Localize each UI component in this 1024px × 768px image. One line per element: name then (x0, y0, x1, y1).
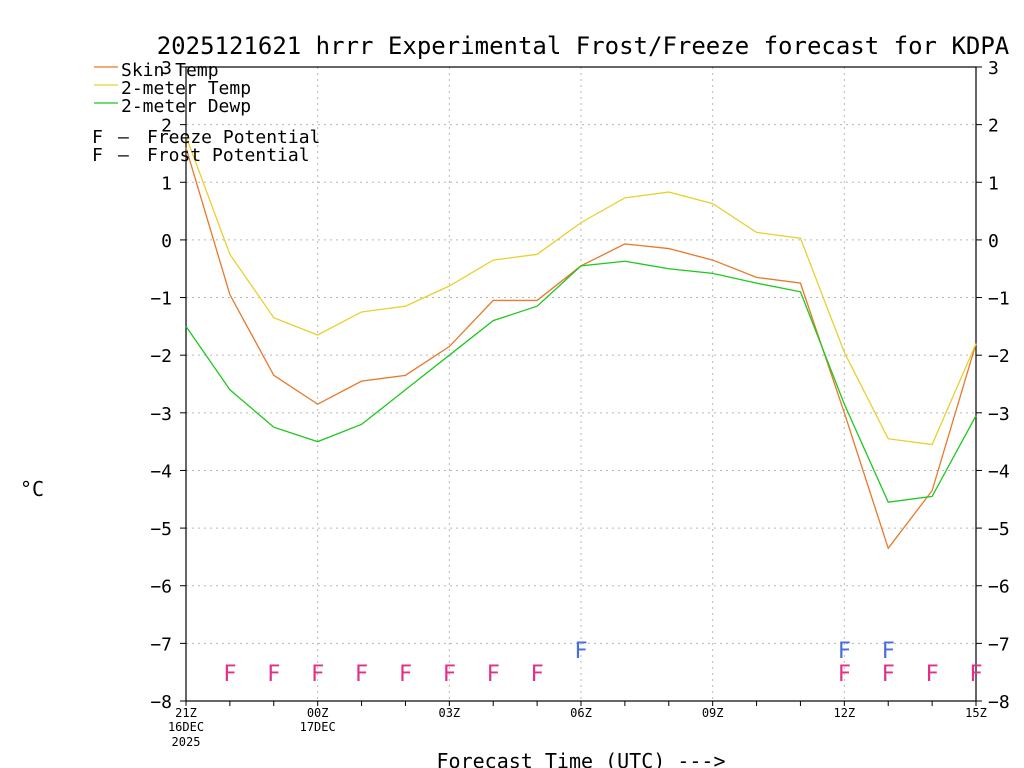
freeze-flag: F (267, 662, 280, 687)
y-tick-label-right: −5 (988, 519, 1010, 540)
series-lines (185, 135, 977, 550)
legend-freeze-symbol: F (92, 127, 103, 148)
y-tick-label-right: −2 (988, 346, 1010, 367)
y-tick-label-right: −7 (988, 634, 1010, 655)
freeze-flag: F (443, 662, 456, 687)
series-line-2-meter-temp (185, 135, 977, 446)
y-axis-ticks: 3 3 2 2 1 1 0 0 −1 −1 −2 −2 −3 −3 −4 −4 −5 −5 −6 −6 −7 −7 −8 −8 (150, 58, 1009, 713)
x-tick-date: 17DEC (300, 720, 336, 734)
frost-flag: F (574, 639, 587, 664)
y-tick-label-left: 3 (161, 58, 172, 79)
potential-flags: F F F F F F F F F F F FF F F (223, 639, 982, 687)
x-tick-label: 12Z (833, 706, 855, 720)
y-tick-label-left: −7 (150, 634, 172, 655)
y-tick-label-right: −6 (988, 577, 1010, 598)
frost-flag: F (882, 639, 895, 664)
x-axis-title: Forecast Time (UTC) ---> (437, 749, 726, 768)
freeze-flag: F (223, 662, 236, 687)
x-tick-date: 16DEC (168, 720, 204, 734)
y-tick-label-left: −1 (150, 289, 172, 310)
grid-lines (186, 67, 976, 701)
legend-freeze-dash: – (118, 127, 129, 148)
legend-label-2-meter-dewp: 2-meter Dewp (121, 96, 251, 117)
legend-label-skin-temp: Skin Temp (121, 60, 219, 81)
y-tick-label-left: −6 (150, 577, 172, 598)
legend-label-2-meter-temp: 2-meter Temp (121, 78, 251, 99)
y-tick-label-left: 0 (161, 231, 172, 252)
x-tick-label: 21Z (175, 706, 197, 720)
x-tick-label: 15Z (965, 706, 987, 720)
freeze-flag: F (399, 662, 412, 687)
y-tick-label-right: −1 (988, 289, 1010, 310)
frost-flag: F (838, 639, 851, 664)
y-tick-label-left: −4 (150, 461, 172, 482)
y-tick-label-left: 1 (161, 173, 172, 194)
x-tick-year: 2025 (172, 735, 201, 749)
freeze-flag: F (838, 662, 851, 687)
y-tick-label-right: 0 (988, 231, 999, 252)
x-tick-label: 09Z (702, 706, 724, 720)
y-tick-label-right: 1 (988, 173, 999, 194)
freeze-flag: F (487, 662, 500, 687)
y-tick-label-left: −5 (150, 519, 172, 540)
x-tick-label: 00Z (307, 706, 329, 720)
y-tick-label-right: 3 (988, 58, 999, 79)
series-line-2-meter-dewp (185, 260, 977, 503)
legend-frost-symbol: F (92, 145, 103, 166)
y-tick-label-right: −8 (988, 692, 1010, 713)
legend-frost-dash: – (118, 145, 129, 166)
freeze-flag: F (925, 662, 938, 687)
x-tick-label: 06Z (570, 706, 592, 720)
y-tick-label-left: −2 (150, 346, 172, 367)
y-tick-label-left: 2 (161, 116, 172, 137)
freeze-flag: F (969, 662, 982, 687)
freeze-flag: F (882, 662, 895, 687)
freeze-flag: F (311, 662, 324, 687)
freeze-flag: F (530, 662, 543, 687)
legend-freeze-label: Freeze Potential (147, 127, 320, 148)
y-tick-label-right: −4 (988, 461, 1010, 482)
y-tick-label-right: −3 (988, 404, 1010, 425)
y-axis-title: °C (20, 477, 44, 501)
chart-title: 2025121621 hrrr Experimental Frost/Freez… (157, 32, 1010, 60)
x-tick-label: 03Z (438, 706, 460, 720)
y-tick-label-right: 2 (988, 116, 999, 137)
legend-frost-label: Frost Potential (147, 145, 310, 166)
y-tick-label-left: −3 (150, 404, 172, 425)
y-tick-label-left: −8 (150, 692, 172, 713)
freeze-flag: F (355, 662, 368, 687)
